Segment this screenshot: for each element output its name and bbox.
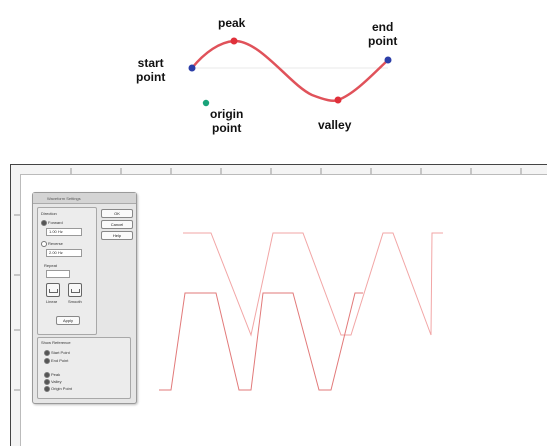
peak-label: peak [218,16,246,30]
peak-check-label: Peak [51,372,61,377]
show-reference-heading: Show Reference [41,340,71,345]
reverse-field-value: 2.00 Hz [49,250,63,255]
linear-shape-icon[interactable] [46,283,60,297]
end-point-label: end point [368,20,398,48]
help-button[interactable]: Help [101,231,133,240]
repeat-heading: Repeat [44,263,57,268]
apply-button[interactable]: Apply [56,316,80,325]
smooth-icon-label: Smooth [68,299,82,304]
trace-primary [159,292,363,391]
repeat-field[interactable] [46,270,70,278]
origin-point-check[interactable] [44,386,50,392]
waveform-settings-dialog: Waveform Settings Direction Forward 1.00… [32,192,137,404]
start-point-check-label: Start Point [51,350,70,355]
dialog-titlebar[interactable]: Waveform Settings [33,193,136,204]
start-point-label: start point [136,56,166,84]
show-reference-group: Show Reference Start Point End Point Pea… [37,337,131,399]
start-point-check[interactable] [44,350,50,356]
end-point-check-label: End Point [51,358,69,363]
wave-curve [191,39,389,103]
reverse-label: Reverse [48,241,63,246]
editor-window: Waveform Settings Direction Forward 1.00… [10,164,547,446]
valley-marker [334,96,342,104]
direction-heading: Direction [41,211,57,216]
ok-button[interactable]: OK [101,209,133,218]
ruler-ticks [14,168,522,391]
valley-label: valley [318,118,352,132]
horizontal-ruler [11,165,547,175]
direction-group: Direction Forward 1.00 Hz Reverse 2.00 H… [37,207,97,335]
waveform-plot [14,168,522,391]
start-point-marker [188,64,196,72]
origin-point-check-label: Origin Point [51,386,72,391]
dialog-title: Waveform Settings [47,196,81,201]
forward-radio[interactable] [41,220,47,226]
forward-field[interactable]: 1.00 Hz [46,228,82,236]
origin-point-label: origin point [210,107,244,135]
forward-label: Forward [48,220,63,225]
linear-icon-label: Linear [46,299,58,304]
origin-point-marker [202,99,210,107]
vertical-ruler [11,174,21,446]
trace-secondary [183,232,443,337]
smooth-shape-icon[interactable] [68,283,82,297]
end-point-marker [384,56,392,64]
valley-check[interactable] [44,379,50,385]
forward-field-value: 1.00 Hz [49,229,63,234]
peak-marker [230,37,238,45]
reverse-field[interactable]: 2.00 Hz [46,249,82,257]
reverse-radio[interactable] [41,241,47,247]
cancel-button[interactable]: Cancel [101,220,133,229]
waveform-diagram: peak start point end point origin point … [0,0,547,150]
diagram-canvas [188,37,392,107]
valley-check-label: Valley [51,379,62,384]
peak-check[interactable] [44,372,50,378]
end-point-check[interactable] [44,358,50,364]
